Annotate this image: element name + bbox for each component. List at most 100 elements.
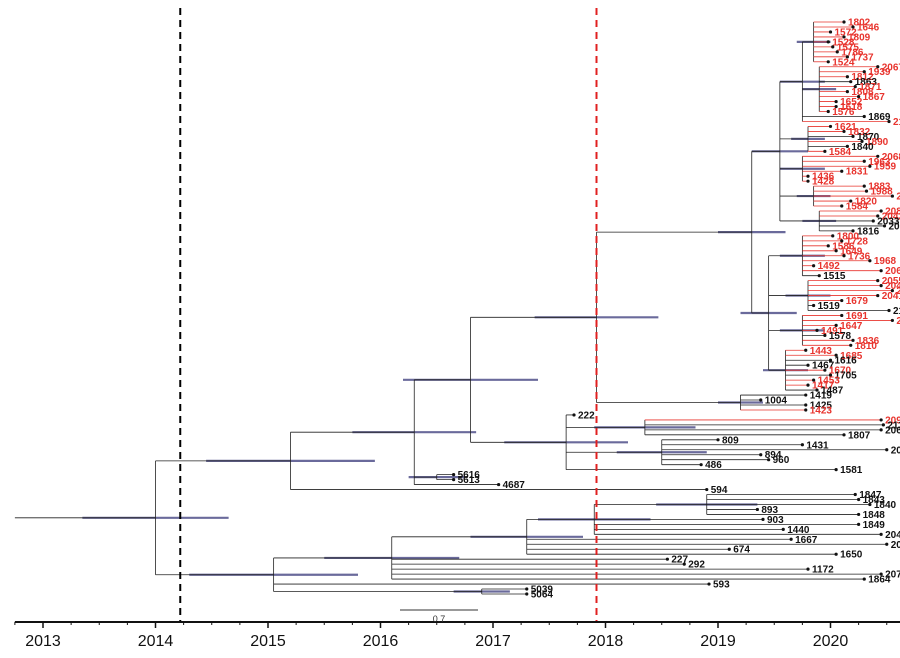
tip-point [806, 174, 810, 178]
tip-point [849, 199, 853, 203]
tip-point [876, 65, 880, 69]
tip-label: 1959 [874, 162, 897, 173]
tip-point [840, 239, 844, 243]
tip-point [761, 517, 765, 521]
tip-point [806, 567, 810, 571]
tip-label: 1691 [846, 311, 869, 322]
tip-label: 1621 [835, 122, 858, 133]
tip-label: 1575 [837, 42, 860, 53]
tip-point [857, 512, 861, 517]
tip-label: 1586 [832, 241, 855, 252]
tip-point [868, 164, 872, 168]
tip-label: 486 [705, 460, 722, 471]
tip-label: 2110 [896, 316, 900, 327]
tip-point [857, 522, 861, 526]
tip-label: 292 [688, 560, 705, 571]
tip-point [864, 189, 869, 193]
tip-label: 1816 [857, 226, 880, 237]
tip-point [851, 134, 855, 138]
tip-label: 1670 [829, 366, 852, 377]
tip-point [860, 139, 864, 143]
tip-point [759, 453, 763, 457]
tip-point [868, 502, 872, 507]
tip-label: 1491 [821, 326, 844, 337]
tip-point [835, 50, 839, 54]
tip-point [876, 279, 880, 283]
tip-point [699, 463, 703, 467]
tip-label: 1864 [868, 575, 891, 586]
tip-point [828, 373, 833, 377]
tip-point [842, 433, 846, 437]
tip-label: 809 [722, 435, 739, 446]
tip-point [828, 358, 833, 362]
tip-label: 893 [761, 505, 778, 516]
tip-point [840, 204, 844, 208]
tip-label: 1487 [821, 386, 844, 397]
tip-point [834, 249, 838, 253]
scale-bar: 0.7 [400, 609, 478, 624]
tip-point [879, 418, 883, 422]
tip-point [890, 318, 894, 323]
tip-label: 1467 [812, 361, 835, 372]
x-axis-tick-label: 2013 [25, 633, 61, 650]
tip-label: 1786 [841, 47, 864, 58]
tip-point [572, 413, 576, 417]
tip-point [812, 264, 816, 268]
tip-label: 4687 [503, 480, 526, 491]
tip-label: 593 [713, 580, 730, 591]
tip-point [665, 557, 669, 561]
tip-point [862, 159, 866, 163]
x-axis-tick-label: 2019 [700, 633, 736, 650]
tip-label: 1667 [795, 535, 818, 546]
tip-point [842, 129, 846, 134]
tip-point [845, 55, 849, 59]
tip-label: 1616 [835, 356, 858, 367]
tip-label: 903 [767, 515, 784, 526]
tip-label: 2099 [891, 540, 900, 551]
tip-label: 1436 [812, 172, 835, 183]
tip-point [845, 90, 849, 94]
tip-label: 1650 [840, 550, 863, 561]
tip-label: 222 [578, 410, 595, 421]
tip-label: 2102 [893, 306, 900, 317]
tip-label: 1820 [855, 197, 878, 208]
tip-point [876, 154, 880, 158]
tip-label: 1492 [818, 261, 841, 272]
tip-point [767, 458, 771, 462]
tip-point [823, 368, 827, 372]
tip-point [452, 478, 456, 482]
tip-label: 2038 [889, 221, 900, 232]
tip-label: 1870 [857, 132, 880, 143]
tip-label: 1836 [857, 336, 880, 347]
tip-point [842, 20, 846, 24]
tip-label: 1963 [868, 157, 891, 168]
tip-point [804, 403, 808, 407]
tip-label: 1685 [840, 351, 863, 362]
tip-label: 1883 [868, 182, 891, 193]
tip-label: 1423 [810, 405, 833, 416]
tip-point [853, 492, 857, 497]
tip-label: 1863 [855, 77, 878, 88]
tip-label: 5039 [531, 585, 554, 596]
tip-point [885, 542, 889, 546]
tip-label: 5616 [458, 470, 481, 481]
tip-label: 1584 [829, 147, 852, 158]
tip-label: 1431 [806, 440, 829, 451]
tip-label: 1800 [837, 231, 860, 242]
tip-point [849, 80, 853, 84]
tip-label: 2119 [896, 192, 900, 203]
tip-point [879, 428, 883, 432]
tip-point [806, 179, 810, 183]
tip-label: 1428 [812, 177, 835, 188]
tip-point [834, 353, 838, 357]
x-axis-tick-label: 2016 [363, 633, 399, 650]
tip-label: 1847 [859, 490, 882, 501]
tip-label: 1652 [840, 97, 863, 108]
tip-label: 1840 [851, 142, 874, 153]
tip-label: 1843 [863, 495, 886, 506]
